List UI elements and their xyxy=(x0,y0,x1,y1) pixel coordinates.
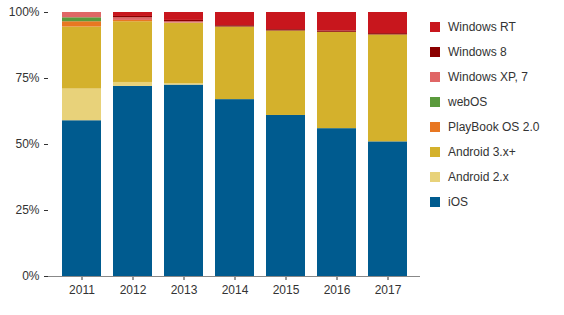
svg-text:2014: 2014 xyxy=(222,283,249,297)
svg-text:2016: 2016 xyxy=(324,283,351,297)
svg-text:2011: 2011 xyxy=(69,283,95,297)
html-text:Windows 8: Windows 8 xyxy=(448,44,507,59)
svg-text:2013: 2013 xyxy=(171,283,198,297)
svg-text:2015: 2015 xyxy=(273,283,300,297)
html-text:Windows RT: Windows RT xyxy=(448,19,516,34)
html-text:webOS: webOS xyxy=(448,94,488,109)
svg-text:75%: 75% xyxy=(15,71,39,85)
svg-text:50%: 50% xyxy=(15,137,39,151)
svg-text:100%: 100% xyxy=(9,5,40,19)
svg-text:2017: 2017 xyxy=(375,283,402,297)
html-text:Windows XP, 7: Windows XP, 7 xyxy=(448,69,528,84)
svg-text:2012: 2012 xyxy=(120,283,147,297)
svg-text:0%: 0% xyxy=(22,269,40,283)
html-text:PlayBook OS 2.0: PlayBook OS 2.0 xyxy=(448,119,540,134)
html-text:Android 2.x: Android 2.x xyxy=(448,169,509,184)
html-text:iOS: iOS xyxy=(448,194,468,209)
svg-text:25%: 25% xyxy=(15,203,39,217)
html-text:Android 3.x+: Android 3.x+ xyxy=(448,144,516,159)
